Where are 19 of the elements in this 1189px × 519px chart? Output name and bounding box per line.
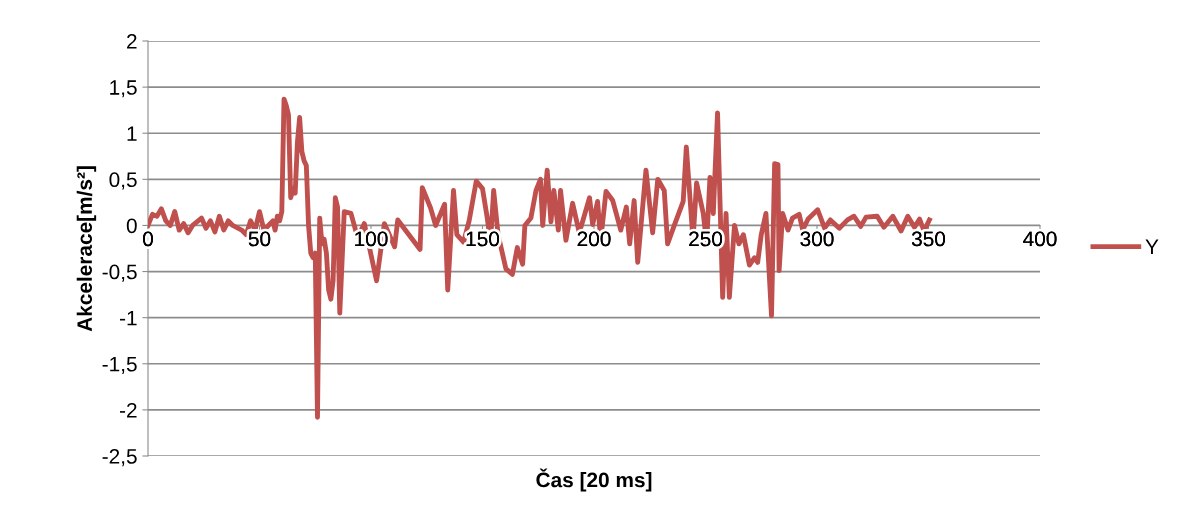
y-tick-label: -0,5 [102, 264, 137, 282]
y-tick-label: -2,5 [102, 449, 137, 467]
x-tick-label: 50 [248, 231, 271, 247]
x-tick-label: 0 [143, 231, 153, 247]
y-tick-label: -2 [119, 402, 137, 418]
y-axis-title: Akcelerace[m/s²] [76, 166, 97, 332]
x-axis-title: Čas [20 ms] [536, 468, 652, 492]
x-tick-label: 350 [911, 231, 946, 247]
y-tick-label: -1,5 [102, 356, 137, 374]
y-tick-label: 2 [127, 34, 137, 49]
y-tick-label: 0,5 [109, 172, 137, 190]
y-tick-label: 0 [126, 218, 137, 234]
y-tick-label: 1,5 [110, 80, 137, 98]
x-tick-label: 300 [800, 231, 834, 247]
y-tick-label: 1 [127, 126, 137, 141]
x-tick-label: 200 [577, 231, 611, 247]
y-tick-label: -1 [119, 310, 137, 326]
x-tick-label: 400 [1023, 231, 1057, 247]
legend-label: Y [1145, 239, 1159, 254]
